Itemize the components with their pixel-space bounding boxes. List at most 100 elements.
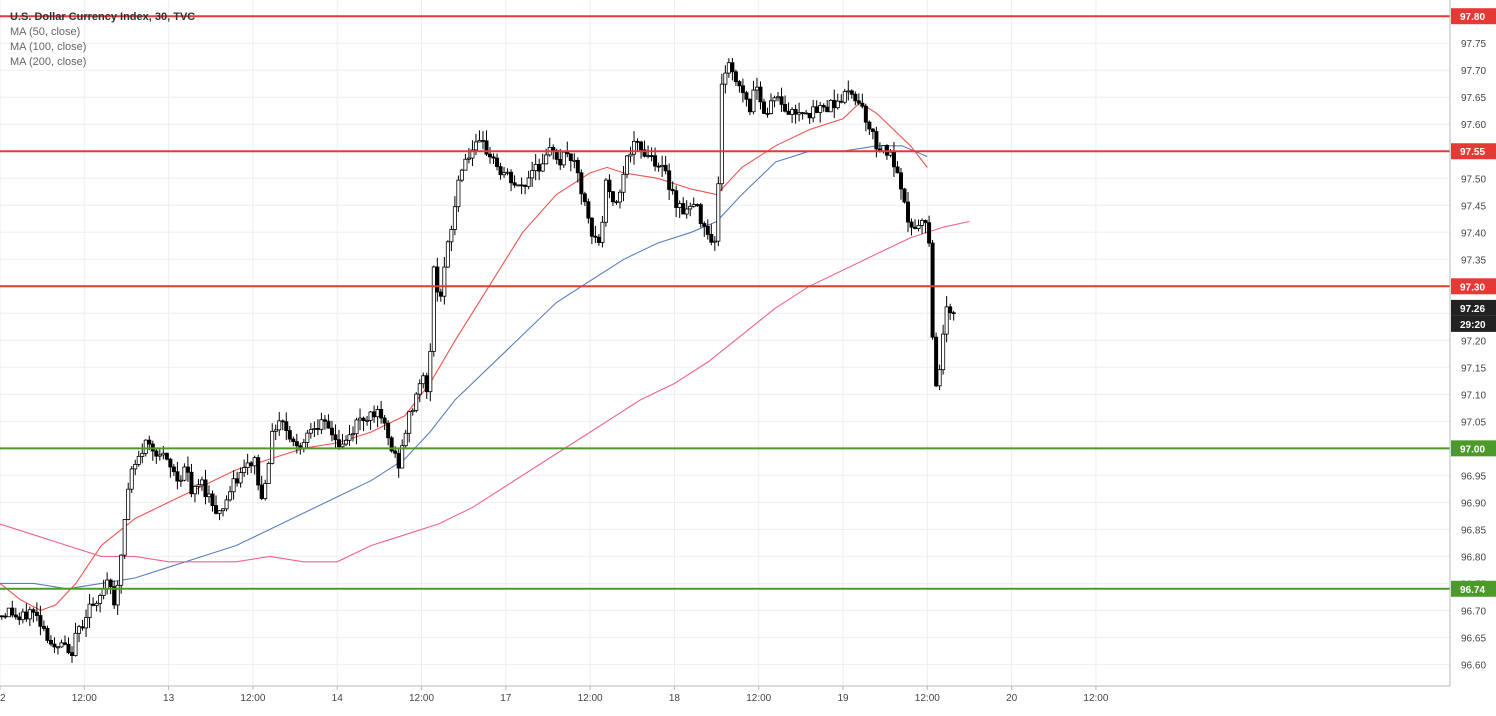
candle-up <box>126 488 131 520</box>
price-axis-tags: 97.80 97.55 97.30 97.00 96.74 97.26 29:20 <box>1451 8 1496 597</box>
candle-up <box>660 164 665 168</box>
candle-up <box>347 434 352 441</box>
y-tick-label: 97.60 <box>1461 120 1486 131</box>
candle-down <box>906 201 911 223</box>
candle-down <box>171 466 176 473</box>
y-tick-label: 97.10 <box>1461 390 1486 401</box>
candle-down <box>709 234 714 243</box>
candle-up <box>621 173 626 193</box>
candle-up <box>776 96 781 99</box>
candle-down <box>565 151 570 155</box>
candle-down <box>287 430 292 440</box>
candle-up <box>617 191 622 203</box>
level-label: 97.80 <box>1460 12 1485 23</box>
candle-up <box>400 445 405 469</box>
candle-up <box>101 588 106 596</box>
candle-down <box>589 217 594 237</box>
y-tick-label: 97.20 <box>1461 336 1486 347</box>
candle-down <box>164 452 169 460</box>
candle-down <box>610 191 615 203</box>
candle-down <box>396 452 401 469</box>
candle-down <box>765 113 770 115</box>
candle-down <box>948 306 953 314</box>
candle-down <box>674 190 679 208</box>
candle-up <box>445 241 450 268</box>
candle-up <box>308 429 313 434</box>
candle-down <box>663 164 668 172</box>
candle-down <box>740 85 745 94</box>
y-tick-label: 96.70 <box>1461 606 1486 617</box>
candle-down <box>853 93 858 102</box>
candle-up <box>473 141 478 151</box>
candle-down <box>495 157 500 167</box>
chart-legend: U.S. Dollar Currency Index, 30, TVC MA (… <box>10 10 195 70</box>
candle-down <box>860 102 865 107</box>
y-tick-label: 97.70 <box>1461 66 1486 77</box>
candle-up <box>407 411 412 434</box>
candle-down <box>235 478 240 484</box>
candle-down <box>825 106 830 113</box>
candle-down <box>48 640 53 645</box>
candle-down <box>800 112 805 114</box>
candle-down <box>733 71 738 83</box>
candle-up <box>354 419 359 435</box>
candle-up <box>343 439 348 445</box>
candle-up <box>351 433 356 436</box>
candle-up <box>431 266 436 352</box>
candle-up <box>133 464 138 470</box>
candle-down <box>913 226 918 229</box>
candle-up <box>421 375 426 385</box>
candle-up <box>277 420 282 431</box>
candle-up <box>196 484 201 487</box>
candle-up <box>84 617 89 629</box>
horizontal-levels <box>0 15 1450 590</box>
candle-up <box>712 240 717 243</box>
candle-down <box>175 471 180 482</box>
candle-down <box>874 131 879 150</box>
candle-down <box>951 312 956 315</box>
candle-down <box>909 221 914 228</box>
candle-down <box>372 411 377 418</box>
x-tick-label: 12:00 <box>72 693 97 704</box>
ma100-legend[interactable]: MA (100, close) <box>10 41 87 53</box>
candle-down <box>31 609 36 613</box>
candle-up <box>818 105 823 113</box>
candle-up <box>944 306 949 335</box>
candle-down <box>761 101 766 114</box>
candle-down <box>13 614 18 618</box>
x-tick-label: 19 <box>837 693 849 704</box>
candle-up <box>73 632 78 656</box>
x-tick-label: 12:00 <box>746 693 771 704</box>
candle-down <box>52 643 57 648</box>
y-tick-label: 96.90 <box>1461 498 1486 509</box>
candle-down <box>551 146 556 151</box>
x-tick-label: 12:00 <box>1083 693 1108 704</box>
candle-up <box>55 646 60 649</box>
candle-down <box>10 607 15 616</box>
candle-up <box>119 554 124 586</box>
candle-up <box>266 462 271 484</box>
candle-down <box>66 643 71 653</box>
candle-up <box>273 429 278 432</box>
candle-up <box>157 454 162 457</box>
candle-down <box>280 420 285 423</box>
y-tick-label: 97.35 <box>1461 255 1486 266</box>
candle-up <box>449 229 454 243</box>
ma200-legend[interactable]: MA (200, close) <box>10 56 87 68</box>
level-label: 97.55 <box>1460 147 1485 158</box>
candle-up <box>224 499 229 510</box>
candle-down <box>898 172 903 190</box>
candle-down <box>70 652 75 656</box>
candle-down <box>498 166 503 176</box>
y-tick-label: 97.40 <box>1461 228 1486 239</box>
candle-down <box>24 611 29 620</box>
time-axis[interactable]: 12 12:00 13 12:00 14 12:00 17 12:00 18 12:00 19 12:… <box>0 686 1109 704</box>
candle-down <box>593 235 598 238</box>
candle-down <box>821 105 826 108</box>
ma50-legend[interactable]: MA (50, close) <box>10 26 81 38</box>
candle-down <box>80 626 85 629</box>
candle-up <box>77 626 82 634</box>
candle-down <box>856 100 861 104</box>
candle-up <box>726 62 731 74</box>
